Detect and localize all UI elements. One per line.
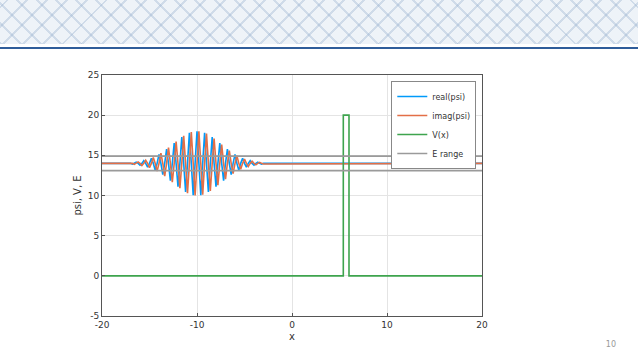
svg-text:real(psi): real(psi) xyxy=(432,93,465,102)
svg-text:0: 0 xyxy=(289,320,295,330)
svg-text:15: 15 xyxy=(88,150,99,160)
svg-text:20: 20 xyxy=(476,320,488,330)
svg-text:x: x xyxy=(289,331,295,342)
svg-text:5: 5 xyxy=(93,231,99,241)
svg-text:-10: -10 xyxy=(190,320,205,330)
svg-text:-20: -20 xyxy=(95,320,110,330)
svg-text:V(x): V(x) xyxy=(432,131,448,140)
svg-text:E range: E range xyxy=(432,150,463,159)
svg-text:20: 20 xyxy=(88,110,100,120)
svg-text:psi, V, E: psi, V, E xyxy=(72,175,83,215)
svg-text:10: 10 xyxy=(88,191,100,201)
svg-text:0: 0 xyxy=(93,271,99,281)
svg-text:10: 10 xyxy=(381,320,393,330)
svg-text:imag(psi): imag(psi) xyxy=(432,112,470,121)
svg-text:-5: -5 xyxy=(90,311,99,321)
svg-text:25: 25 xyxy=(88,70,99,80)
html-text:10: 10 xyxy=(605,340,616,349)
